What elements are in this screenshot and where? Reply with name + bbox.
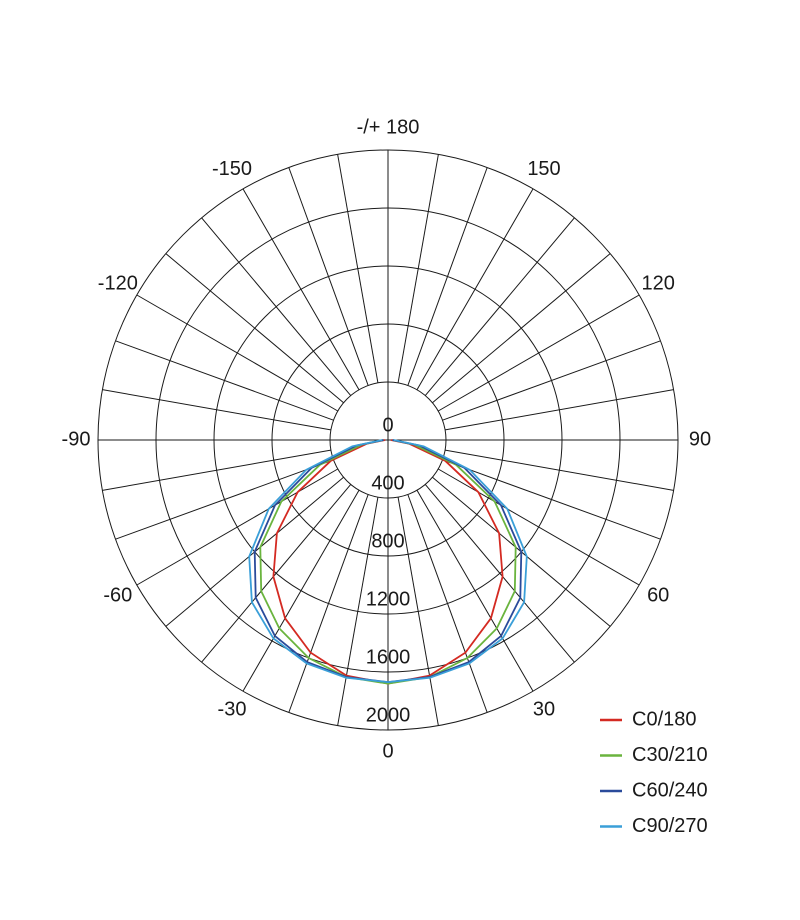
theta-tick-label: -60 [103,584,132,606]
theta-tick-label: 0 [382,740,393,762]
curve [259,439,517,685]
theta-tick-label: 90 [689,428,711,450]
theta-tick-label: -150 [212,158,252,180]
r-tick-label: 1200 [366,588,411,610]
theta-tick-label: -/+ 180 [357,116,420,138]
r-tick-label: 800 [371,530,404,552]
theta-tick-label: -120 [98,272,138,294]
r-tick-label: 1600 [366,646,411,668]
theta-tick-label: -90 [62,428,91,450]
r-tick-label: 400 [371,472,404,494]
legend-label: C30/210 [632,744,708,766]
r-tick-label: 0 [382,414,393,436]
legend-label: C90/270 [632,815,708,837]
theta-tick-label: 30 [533,698,555,720]
r-tick-label: 2000 [366,704,411,726]
legend-label: C60/240 [632,779,708,801]
theta-tick-label: 60 [647,584,669,606]
ring [329,381,447,499]
ring [97,149,679,731]
legend-label: C0/180 [632,708,697,730]
ring [213,265,563,615]
curve [248,439,528,684]
theta-tick-label: 150 [527,158,560,180]
ring [271,323,505,557]
theta-tick-label: 120 [642,272,675,294]
ring [155,207,621,673]
theta-tick-label: -30 [218,698,247,720]
